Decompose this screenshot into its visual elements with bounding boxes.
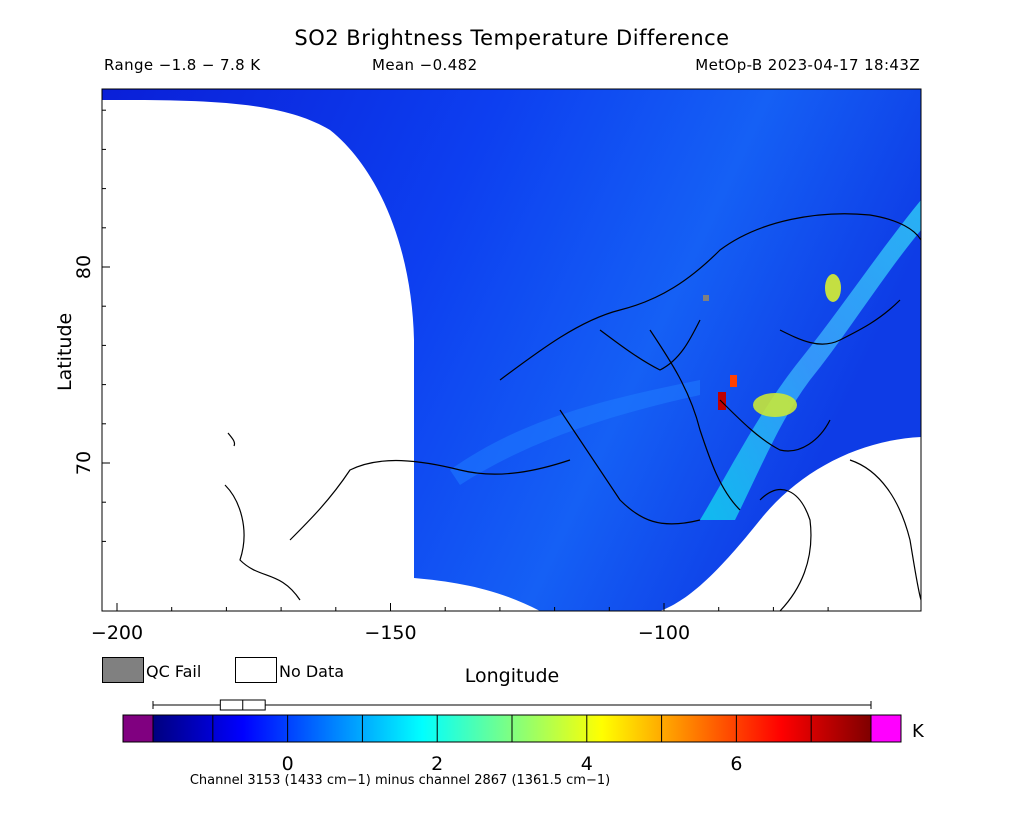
data-swath: [102, 89, 921, 611]
colorbar-unit: K: [912, 721, 924, 742]
colorbar-caption: Channel 3153 (1433 cm−1) minus channel 2…: [189, 773, 611, 788]
no-data-swatch: [235, 657, 277, 683]
x-tick-label: −100: [638, 622, 690, 644]
plume-peak: [718, 392, 726, 410]
range-text: Range −1.8 − 7.8 K: [104, 56, 261, 74]
colorbar-tick-label: 0: [282, 753, 294, 775]
x-axis-label: Longitude: [464, 665, 560, 687]
high-value-band: [700, 200, 921, 520]
no-data-label: No Data: [279, 662, 345, 681]
colorbar-tick-label: 4: [581, 753, 593, 775]
qc-fail-label: QC Fail: [146, 662, 202, 681]
y-tick-label: 70: [73, 451, 95, 475]
y-axis-ticks: [102, 109, 110, 542]
colorbar: 0 2 4 6: [122, 699, 902, 775]
qc-fail-pixel: [703, 295, 709, 301]
colorbar-tick-label: 2: [431, 753, 443, 775]
x-tick-label: −200: [91, 622, 143, 644]
mean-text: Mean −0.482: [372, 56, 478, 74]
qc-fail-swatch: [102, 657, 144, 683]
colorbar-tick-labels: 0 2 4 6: [282, 753, 743, 775]
secondary-band: [450, 380, 700, 485]
distribution-boxplot: [152, 699, 872, 711]
x-axis-ticks: [116, 603, 829, 611]
plume-hotspot: [753, 393, 797, 417]
plume-hotspot-north: [825, 274, 841, 302]
y-tick-label: 80: [73, 255, 95, 279]
y-axis-label: Latitude: [54, 312, 76, 391]
colorbar-dividers: [152, 715, 872, 742]
colorbar-under-swatch: [123, 715, 153, 742]
plot-frame: [101, 88, 922, 612]
satellite-timestamp: MetOp-B 2023-04-17 18:43Z: [695, 56, 920, 74]
y-axis-tick-labels: 70 80: [73, 255, 95, 475]
colorbar-tick-label: 6: [730, 753, 742, 775]
colorbar-over-swatch: [871, 715, 901, 742]
swath-coverage: [102, 89, 921, 611]
x-tick-label: −150: [364, 622, 416, 644]
coastlines: [224, 213, 921, 611]
x-axis-tick-labels: −200 −150 −100: [91, 622, 690, 644]
plume-peak-2: [730, 375, 737, 387]
chart-title: SO2 Brightness Temperature Difference: [294, 26, 730, 50]
